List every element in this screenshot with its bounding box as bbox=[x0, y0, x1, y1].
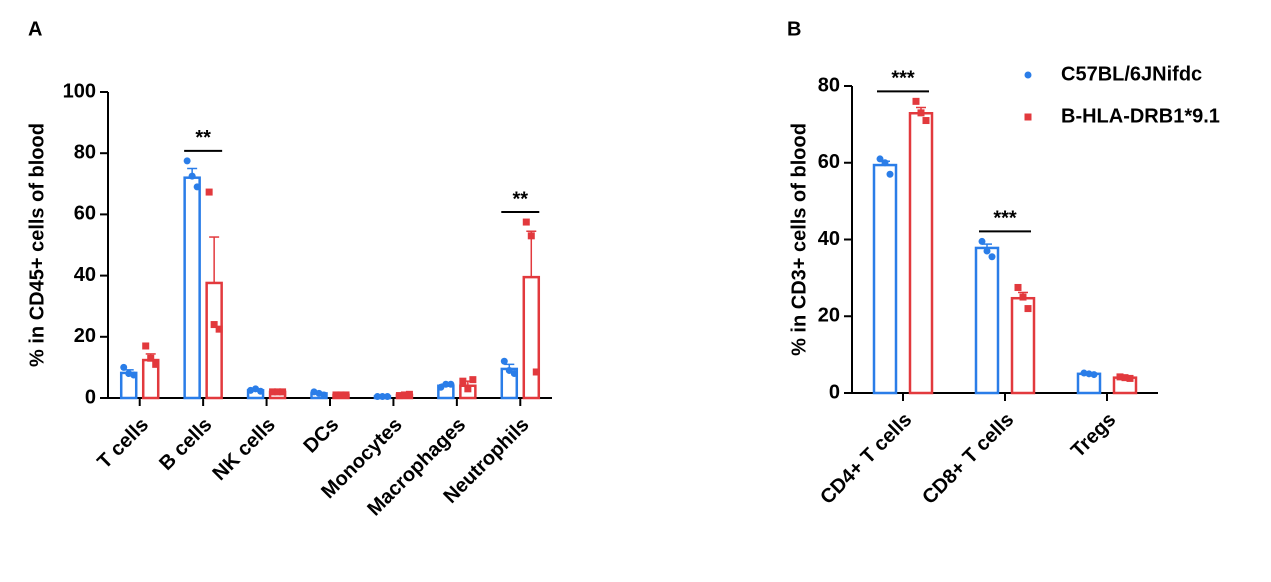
data-point bbox=[887, 171, 894, 178]
y-tick-label: 40 bbox=[818, 228, 840, 250]
x-tick-label: DCs bbox=[299, 414, 343, 458]
x-tick-label: Tregs bbox=[1067, 409, 1120, 462]
y-tick-label: 20 bbox=[818, 305, 840, 327]
significance-label: ** bbox=[512, 188, 528, 210]
y-tick-label: 20 bbox=[74, 325, 96, 347]
data-point bbox=[206, 189, 213, 196]
x-tick-label: B cells bbox=[155, 414, 216, 475]
data-point bbox=[882, 159, 889, 166]
y-axis-label: % in CD45+ cells of blood bbox=[26, 123, 48, 367]
y-tick-label: 60 bbox=[74, 203, 96, 225]
data-point bbox=[1127, 375, 1134, 382]
data-point bbox=[918, 109, 925, 116]
y-tick-label: 40 bbox=[74, 264, 96, 286]
significance-label: *** bbox=[993, 208, 1017, 230]
data-point bbox=[469, 376, 476, 383]
y-tick-label: 100 bbox=[63, 80, 96, 102]
y-tick-label: 60 bbox=[818, 151, 840, 173]
data-point bbox=[913, 98, 920, 105]
data-point bbox=[447, 381, 454, 388]
legend-label: B-HLA-DRB1*9.1 bbox=[1061, 105, 1220, 127]
bar bbox=[1012, 298, 1034, 393]
significance-label: ** bbox=[195, 127, 211, 149]
data-point bbox=[1025, 305, 1032, 312]
data-point bbox=[528, 232, 535, 239]
data-point bbox=[533, 368, 540, 375]
data-point bbox=[343, 391, 350, 398]
bar bbox=[874, 165, 896, 393]
data-point bbox=[1020, 294, 1027, 301]
data-point bbox=[189, 173, 196, 180]
significance-label: *** bbox=[891, 68, 915, 90]
error-bar bbox=[209, 237, 219, 283]
x-tick-label: CD4+ T cells bbox=[816, 409, 916, 509]
data-point bbox=[989, 253, 996, 260]
data-point bbox=[184, 157, 191, 164]
bar bbox=[910, 113, 932, 393]
data-point bbox=[194, 183, 201, 190]
bar bbox=[207, 283, 222, 398]
data-point bbox=[1091, 371, 1098, 378]
data-point bbox=[523, 219, 530, 226]
legend-marker bbox=[1025, 72, 1032, 79]
x-tick-label: T cells bbox=[93, 414, 153, 474]
x-tick-label: CD8+ T cells bbox=[918, 409, 1018, 509]
y-axis-label: % in CD3+ cells of blood bbox=[788, 123, 810, 356]
data-point bbox=[216, 326, 223, 333]
legend-label: C57BL/6JNifdc bbox=[1061, 63, 1202, 85]
y-tick-label: 0 bbox=[85, 386, 96, 408]
data-point bbox=[147, 355, 154, 362]
data-point bbox=[152, 361, 159, 368]
data-point bbox=[979, 238, 986, 245]
data-point bbox=[459, 378, 466, 385]
legend-marker bbox=[1025, 114, 1032, 121]
y-tick-label: 80 bbox=[818, 74, 840, 96]
bar bbox=[976, 248, 998, 393]
data-point bbox=[1015, 284, 1022, 291]
bar bbox=[185, 178, 200, 398]
y-tick-label: 80 bbox=[74, 141, 96, 163]
panel-label: B bbox=[787, 18, 801, 40]
data-point bbox=[279, 388, 286, 395]
data-point bbox=[257, 388, 264, 395]
x-tick-label: NK cells bbox=[208, 414, 279, 485]
bar bbox=[524, 277, 539, 398]
data-point bbox=[511, 370, 518, 377]
panel-label: A bbox=[28, 18, 42, 40]
data-point bbox=[384, 393, 391, 400]
data-point bbox=[321, 391, 328, 398]
data-point bbox=[406, 391, 413, 398]
data-point bbox=[120, 364, 127, 371]
data-point bbox=[501, 358, 508, 365]
data-point bbox=[923, 117, 930, 124]
data-point bbox=[984, 248, 991, 255]
data-point bbox=[130, 372, 137, 379]
data-point bbox=[142, 342, 149, 349]
y-tick-label: 0 bbox=[829, 381, 840, 403]
data-point bbox=[464, 385, 471, 392]
